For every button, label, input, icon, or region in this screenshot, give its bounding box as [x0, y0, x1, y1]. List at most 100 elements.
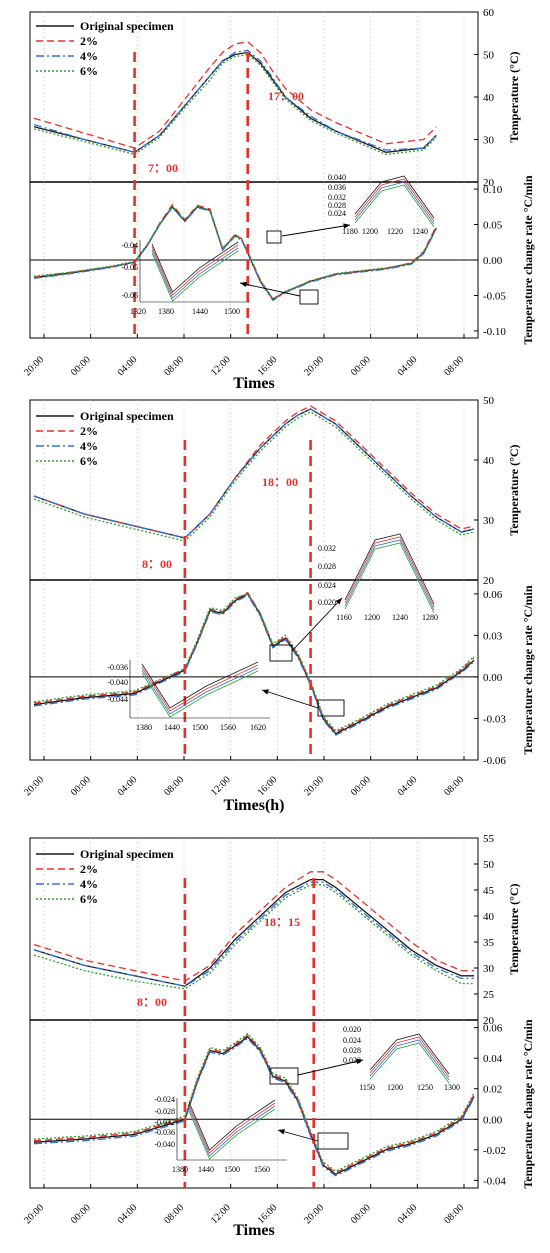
y-axis-title-top: Temperature (°C) [507, 51, 521, 142]
rate-line-p6 [33, 205, 437, 300]
inset-upper-ytick: 0.024 [343, 1036, 361, 1045]
x-tick-label: 00:00 [69, 1202, 93, 1226]
legend-label-p4: 4% [80, 877, 98, 891]
inset-upper-ytick: 0.040 [328, 173, 346, 182]
x-tick-label: 08:00 [162, 1202, 186, 1226]
inset-upper: 1180 1200 1220 1240 0.0240.0280.0320.0360.04… [328, 173, 435, 236]
arrow-lower-head [240, 281, 247, 288]
temperature-line-p6 [33, 411, 475, 542]
inset-upper-xtick: 1200 [362, 227, 378, 236]
y-tick-label-top: 30 [483, 135, 495, 147]
inset-lower-ytick: -0.028 [154, 1107, 175, 1116]
temperature-line-p4 [33, 408, 475, 539]
inset-lower-xtick: 1440 [192, 307, 208, 316]
inset-upper-ytick: 0.032 [328, 193, 346, 202]
inset-lower-ytick: -0.05 [121, 263, 138, 272]
temperature-line-p4 [33, 881, 474, 987]
legend-label-p4: 4% [80, 439, 98, 453]
inset-lower: 1380 1440 1500 1560 1620 -0.036 -0.040 -0.044 [107, 660, 270, 732]
inset-lower-line-p4 [151, 247, 239, 299]
legend-label-p4: 4% [80, 49, 98, 63]
x-tick-label: 04:00 [396, 774, 420, 798]
legend-label-orig: Original specimen [80, 19, 174, 33]
y-tick-label-bottom: 0.04 [483, 1053, 503, 1065]
time-marker-label: 7：00 [148, 161, 178, 175]
temperature-line-p2 [33, 405, 475, 539]
inset-upper-ytick: 0.028 [328, 201, 346, 210]
inset-upper-line-p4 [344, 539, 435, 611]
y-tick-label-top: 20 [483, 1015, 495, 1027]
inset-upper-xtick: 1200 [387, 1083, 403, 1092]
time-marker-label: 8：00 [137, 995, 167, 1009]
y-tick-label-bottom: 0.06 [483, 589, 503, 601]
chart-panel-2: 20:00 00:00 04:00 08:00 12:00 16:00 20:00 00:00… [22, 395, 535, 814]
inset-lower-ytick: -0.024 [154, 1095, 175, 1104]
plot-frame [29, 11, 479, 339]
y-axis-title-top: Temperature (°C) [507, 444, 521, 535]
legend-label-p2: 2% [80, 424, 98, 438]
inset-lower-ytick: -0.040 [107, 678, 128, 687]
x-tick-label: 20:00 [22, 1202, 46, 1226]
legend-label-p2: 2% [80, 862, 98, 876]
arrow-upper [291, 597, 343, 652]
inset-upper-line-p2 [344, 536, 435, 608]
inset-upper-ytick: 0.032 [318, 544, 336, 553]
inset-lower-xtick: 1380 [158, 307, 174, 316]
x-tick-label: 04:00 [116, 774, 140, 798]
arrow-lower-head [262, 689, 269, 695]
x-tick-label: 16:00 [256, 774, 280, 798]
inset-upper-ytick: 0.020 [343, 1025, 361, 1034]
x-tick-label: 00:00 [69, 354, 93, 378]
temperature-line-p6 [33, 884, 474, 990]
y-tick-label-top: 60 [483, 7, 495, 19]
inset-lower-line-p2 [151, 244, 239, 296]
time-marker-label: 8：00 [142, 557, 172, 571]
y-tick-label-bottom: 0.10 [483, 184, 503, 196]
y-tick-label-bottom: -0.06 [483, 755, 506, 767]
inset-upper-line-p6 [354, 184, 435, 228]
inset-lower-line-p6 [151, 250, 239, 302]
x-tick-label: 08:00 [162, 354, 186, 378]
inset-upper-line-p4 [354, 181, 435, 225]
inset-lower-line-orig [188, 1099, 276, 1151]
y-tick-label-top: 50 [483, 395, 495, 407]
inset-lower-xtick: 1320 [130, 307, 146, 316]
arrow-upper-head [335, 598, 342, 605]
y-tick-label-top: 30 [483, 515, 495, 527]
temperature-line-orig [33, 878, 474, 987]
arrow-upper [297, 1059, 364, 1076]
inset-lower-xtick: 1440 [198, 1165, 214, 1174]
x-tick-label: 08:00 [442, 774, 466, 798]
zoom-box-upper [266, 230, 282, 244]
y-tick-label-top: 55 [483, 833, 495, 845]
inset-lower-line-p6 [141, 670, 259, 718]
y-tick-label-top: 50 [483, 859, 495, 871]
legend-label-orig: Original specimen [80, 847, 174, 861]
x-tick-label: 04:00 [396, 1202, 420, 1226]
temperature-line-p4 [33, 49, 437, 154]
inset-upper-ytick: 0.028 [318, 562, 336, 571]
y-tick-label-bottom: 0.02 [483, 1084, 502, 1096]
inset-lower: 1380 1440 1500 1560 -0.024 -0.028 -0.032-0.036… [154, 1095, 287, 1174]
x-tick-label: 08:00 [162, 774, 186, 798]
rate-line-p4 [33, 594, 475, 736]
legend-label-p6: 6% [80, 454, 98, 468]
y-tick-label-bottom: 0.00 [483, 255, 503, 267]
inset-upper-xtick: 1220 [387, 227, 403, 236]
plot-frame [29, 837, 479, 1189]
rate-line-p6 [33, 593, 475, 732]
inset-lower-line-p2 [141, 664, 259, 712]
inset-upper-xtick: 1180 [342, 227, 358, 236]
inset-lower-ytick: -0.04 [121, 241, 138, 250]
x-axis-title: Times [233, 1222, 274, 1239]
x-tick-label: 20:00 [302, 774, 326, 798]
x-tick-label: 20:00 [302, 354, 326, 378]
chart-panel-3: 20:00 00:00 04:00 08:00 12:00 16:00 20:00 00:00… [22, 833, 535, 1239]
y-tick-label-top: 20 [483, 177, 495, 189]
inset-lower-xtick: 1440 [164, 723, 180, 732]
inset-upper-ytick: 0.024 [328, 209, 346, 218]
rate-line-orig [33, 1035, 475, 1176]
x-tick-label: 20:00 [22, 774, 46, 798]
